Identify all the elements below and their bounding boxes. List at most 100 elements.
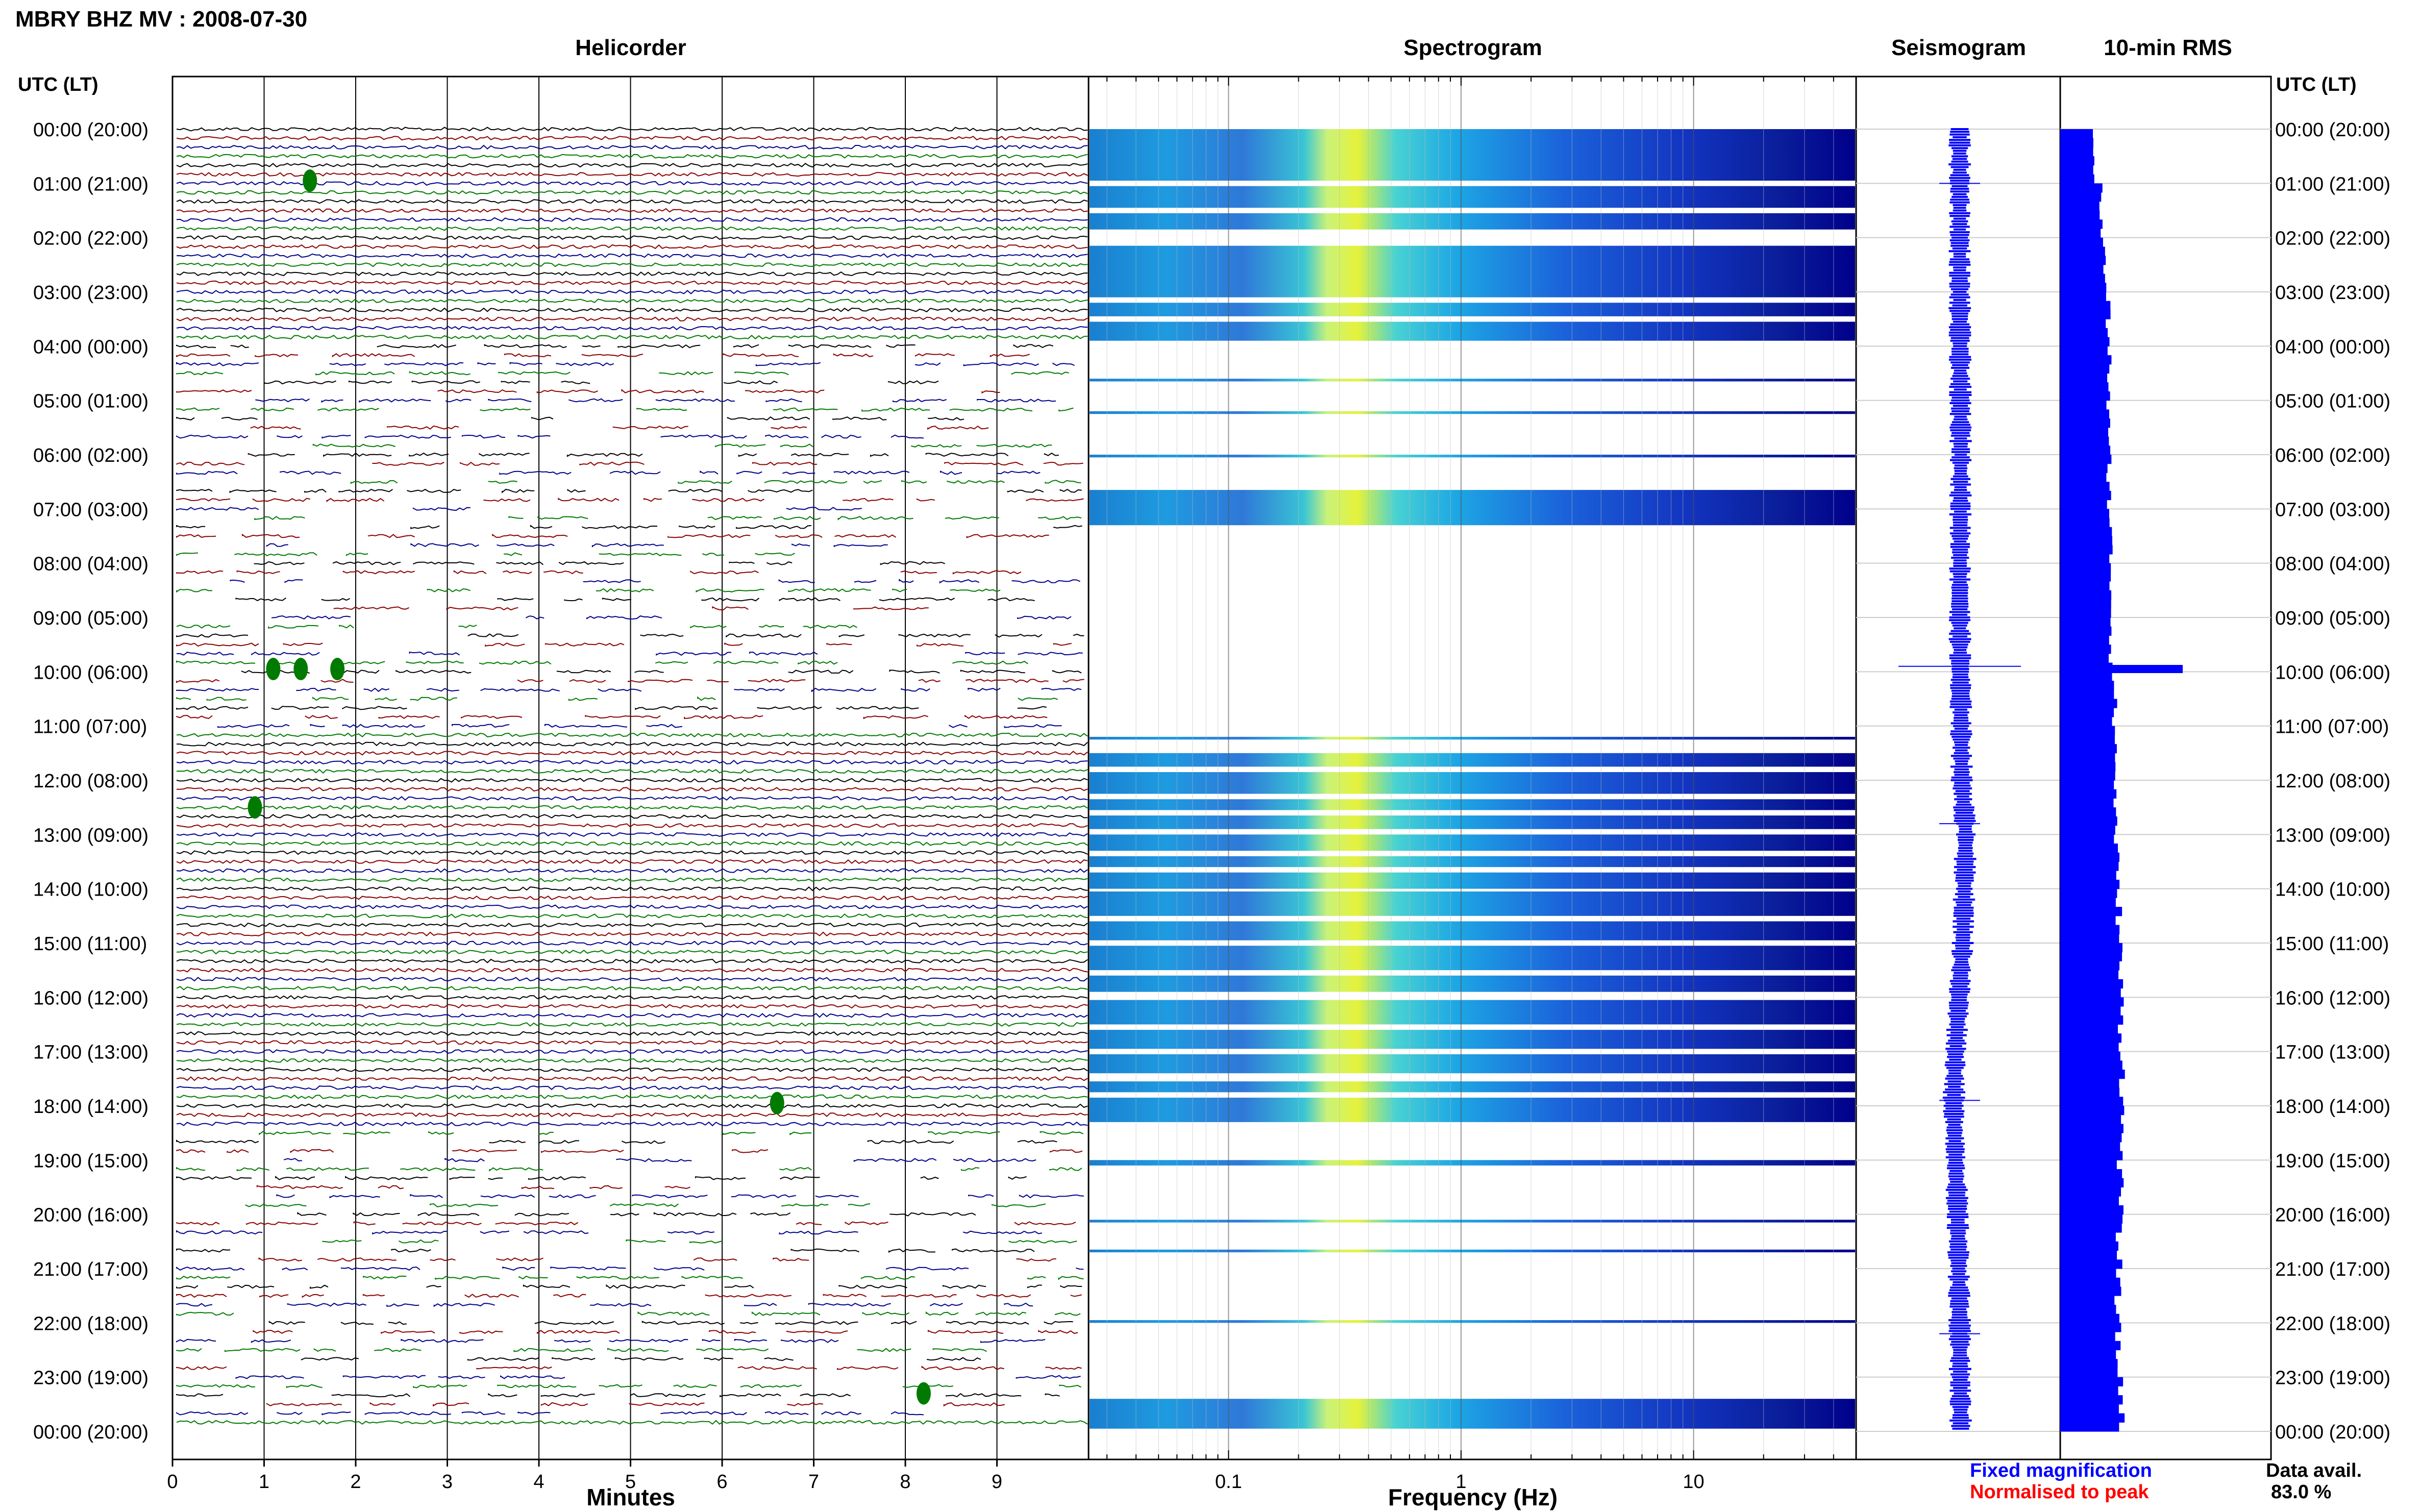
rms-bar: [2060, 961, 2119, 971]
rms-bar: [2060, 1196, 2119, 1206]
helicorder-trace: [176, 217, 1088, 222]
spectrogram-band: [1090, 834, 1855, 851]
rms-bar: [2060, 1151, 2123, 1160]
spectrogram-band: [1090, 1320, 1855, 1323]
helicorder-trace: [176, 886, 1088, 891]
time-label-left: 00:00 (20:00): [33, 1422, 149, 1443]
helicorder-trace: [176, 1004, 1088, 1009]
helicorder-trace: [176, 1067, 1088, 1072]
helicorder-trace: [254, 561, 945, 565]
time-label-right: 09:00 (05:00): [2275, 608, 2390, 629]
helicorder-trace: [301, 1357, 981, 1361]
minute-tick-label: 3: [442, 1471, 453, 1493]
rms-bar: [2060, 246, 2105, 256]
helicorder-trace: [176, 687, 1082, 692]
rms-peak-bar: [2060, 665, 2183, 674]
time-label-left: 00:00 (20:00): [33, 119, 149, 141]
rms-bar: [2060, 952, 2122, 961]
data-availability-label: Data avail.: [2266, 1460, 2362, 1481]
minute-tick-label: 9: [992, 1471, 1002, 1493]
spectrogram-band: [1090, 799, 1855, 810]
helicorder-trace: [176, 759, 1088, 765]
helicorder-trace: [176, 1058, 1088, 1063]
helicorder-trace: [176, 498, 1084, 503]
rms-bar: [2060, 762, 2116, 772]
helicorder-trace: [176, 416, 964, 421]
time-label-left: 05:00 (01:00): [33, 391, 149, 412]
rms-bar: [2060, 1404, 2119, 1414]
rms-bar: [2060, 427, 2109, 437]
rms-bar: [2060, 1006, 2121, 1016]
rms-bar: [2060, 1124, 2124, 1133]
rms-bar: [2060, 789, 2117, 799]
helicorder-trace: [176, 922, 1088, 928]
helicorder-trace: [176, 841, 1088, 846]
spectrogram-band: [1090, 1220, 1855, 1223]
time-label-right: 07:00 (03:00): [2275, 499, 2390, 520]
helicorder-trace: [268, 1321, 1073, 1325]
time-label-right: 05:00 (01:00): [2275, 391, 2390, 412]
rms-bar: [2060, 608, 2111, 618]
helicorder-event: [916, 1382, 931, 1405]
rms-bar: [2060, 138, 2093, 147]
time-label-left: 07:00 (03:00): [33, 499, 149, 520]
time-label-right: 17:00 (13:00): [2275, 1042, 2390, 1063]
rms-bar: [2060, 1368, 2118, 1378]
helicorder-trace: [176, 533, 1049, 538]
rms-bar: [2060, 545, 2113, 555]
helicorder-trace: [176, 316, 1088, 321]
rms-bar: [2060, 382, 2109, 392]
rms-bar: [2060, 436, 2109, 446]
helicorder-trace: [176, 1275, 1084, 1280]
helicorder-trace: [176, 1094, 1088, 1099]
helicorder-trace: [176, 253, 1088, 258]
rms-bar: [2060, 645, 2111, 654]
rms-bar: [2060, 1106, 2125, 1116]
rms-bar: [2060, 997, 2124, 1007]
rms-bar: [2060, 708, 2114, 717]
time-label-right: 11:00 (07:00): [2275, 716, 2389, 738]
rms-bar: [2060, 1323, 2121, 1332]
minute-tick-label: 0: [167, 1471, 178, 1493]
rms-bar: [2060, 445, 2111, 455]
rms-bar: [2060, 1422, 2119, 1432]
rms-bar: [2060, 1341, 2121, 1350]
rms-bar: [2060, 834, 2114, 844]
rms-bar: [2060, 653, 2109, 663]
helicorder-trace: [176, 805, 1088, 810]
spectrogram-band: [1090, 1098, 1855, 1122]
helicorder-trace: [176, 1139, 1057, 1144]
helicorder-trace: [176, 651, 1083, 656]
time-label-left: 16:00 (12:00): [33, 987, 149, 1009]
rms-bar: [2060, 283, 2107, 292]
helicorder-trace: [176, 696, 1058, 701]
rms-bar: [2060, 463, 2108, 473]
helicorder-trace: [177, 787, 1088, 792]
rms-bar: [2060, 1313, 2119, 1323]
helicorder-trace: [264, 380, 939, 385]
spectrogram-band: [1090, 975, 1855, 992]
helicorder-trace: [235, 597, 1035, 602]
helicorder-trace: [245, 1203, 1046, 1207]
spectrogram-band: [1090, 872, 1855, 889]
helicorder-trace: [250, 425, 989, 430]
helicorder-trace: [283, 1157, 1036, 1162]
helicorder-trace: [176, 299, 1088, 304]
helicorder-event: [770, 1092, 784, 1114]
minute-tick-label: 5: [625, 1471, 636, 1493]
helicorder-trace: [176, 1103, 1088, 1108]
helicorder-trace: [176, 344, 1053, 349]
helicorder-trace: [266, 1402, 1005, 1407]
seismogram-frame: [1855, 76, 2061, 1460]
rms-bar: [2060, 1350, 2116, 1359]
helicorder-trace: [176, 1076, 1088, 1081]
rms-bar: [2060, 979, 2124, 989]
helicorder-trace: [176, 569, 1022, 575]
helicorder-trace: [176, 796, 1088, 801]
helicorder-trace: [176, 1040, 1088, 1045]
rms-bar: [2060, 888, 2117, 898]
data-availability-value: 83.0 %: [2271, 1481, 2331, 1503]
helicorder-trace: [176, 1294, 1082, 1298]
time-label-left: 10:00 (06:00): [33, 662, 149, 683]
rms-bar: [2060, 1060, 2122, 1070]
